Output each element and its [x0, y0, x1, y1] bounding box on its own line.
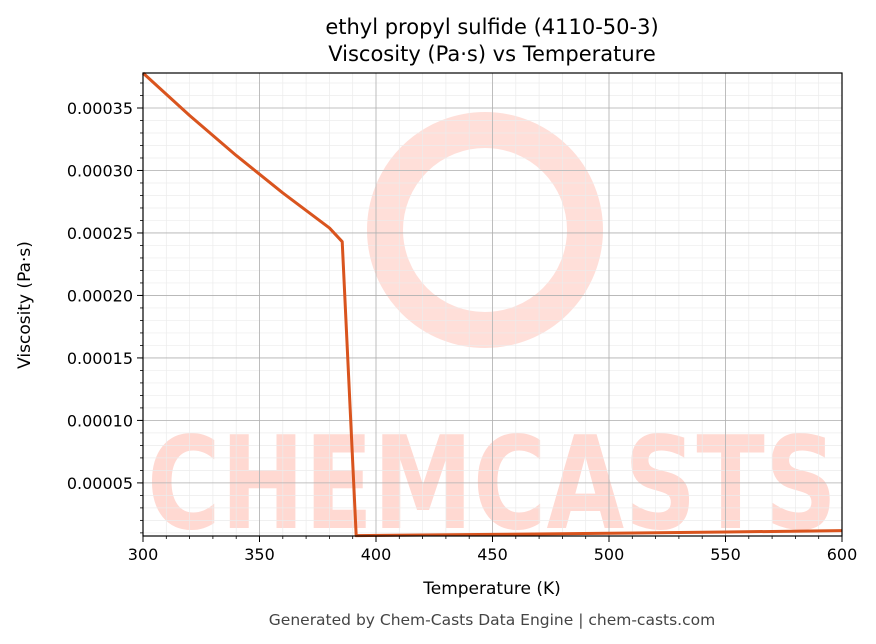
y-tick-label: 0.00005 — [67, 474, 133, 493]
y-axis-ticks: 0.00005 0.00010 0.00015 0.00020 0.00025 0.000… — [67, 82, 143, 534]
y-tick-label: 0.00035 — [67, 99, 133, 118]
x-axis-label: Temperature (K) — [422, 579, 561, 599]
x-tick-label: 450 — [477, 545, 508, 564]
y-tick-label: 0.00010 — [67, 411, 133, 430]
x-tick-label: 550 — [710, 545, 741, 564]
y-tick-label: 0.00030 — [67, 161, 133, 180]
x-tick-label: 600 — [827, 545, 858, 564]
x-tick-label: 500 — [594, 545, 625, 564]
x-tick-label: 300 — [128, 545, 159, 564]
watermark-swirl-icon — [367, 112, 603, 348]
x-tick-label: 400 — [361, 545, 392, 564]
y-tick-label: 0.00025 — [67, 224, 133, 243]
x-axis-ticks: 300 350 400 450 500 550 600 — [128, 536, 858, 564]
x-tick-label: 350 — [244, 545, 275, 564]
footer-credit: Generated by Chem-Casts Data Engine | ch… — [269, 611, 715, 629]
viscosity-series-line — [141, 71, 843, 538]
major-grid — [142, 73, 843, 536]
y-axis-label: Viscosity (Pa·s) — [15, 241, 35, 369]
chart-title-line2: Viscosity (Pa·s) vs Temperature — [328, 42, 656, 66]
y-tick-label: 0.00020 — [67, 286, 133, 305]
y-tick-label: 0.00015 — [67, 349, 133, 368]
chemcasts-watermark: CHEMCASTS — [147, 112, 837, 559]
series-layer — [141, 71, 843, 538]
chart-title-line1: ethyl propyl sulfide (4110-50-3) — [325, 15, 658, 39]
